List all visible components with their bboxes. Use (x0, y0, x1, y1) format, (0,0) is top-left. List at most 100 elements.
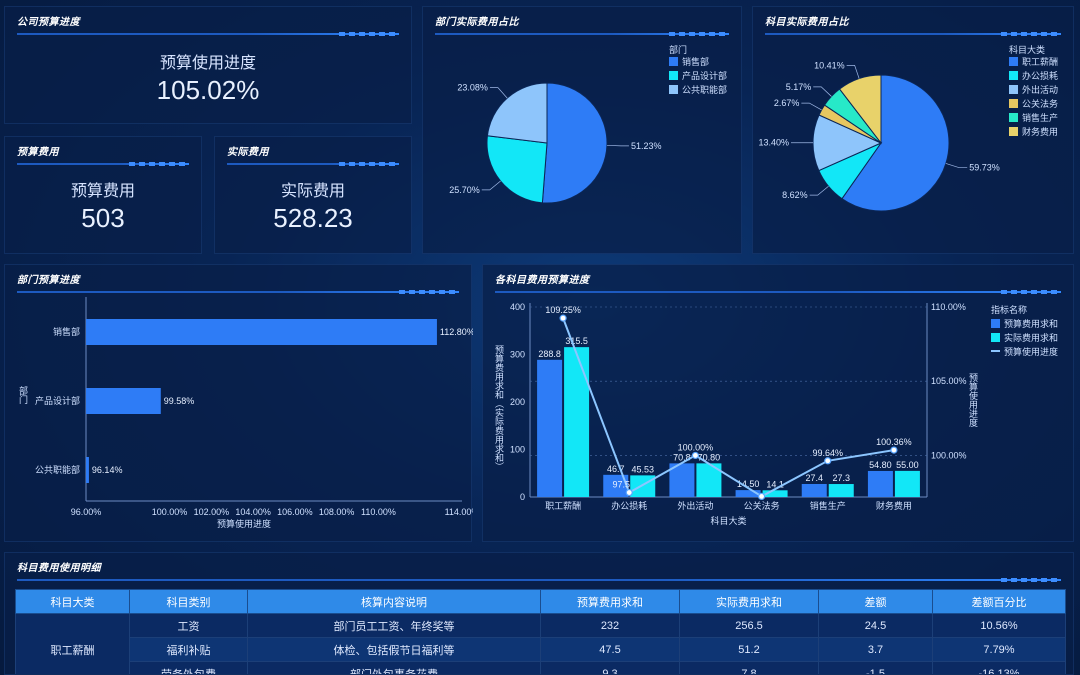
x-axis-title: 科目大类 (710, 515, 746, 526)
pie-data-label: 5.17% (786, 82, 812, 92)
legend-title: 科目大类 (1009, 44, 1045, 55)
progress-point (691, 451, 700, 460)
y2-axis-title: 预算使用进度 (968, 373, 978, 428)
table-header[interactable]: 预算费用求和 (540, 589, 680, 614)
y-tick-label: 产品设计部 (35, 395, 80, 406)
table-row[interactable]: 福利补贴 体检、包括假节日福利等 47.5 51.2 3.7 7.79% (16, 637, 1066, 662)
y2-tick-label: 110.00% (931, 302, 966, 312)
bar-actual (762, 490, 788, 497)
panel-divider (17, 578, 1061, 582)
progress-point (890, 446, 898, 454)
pie-data-label: 2.67% (774, 98, 800, 108)
line-data-label: 109.25% (545, 305, 581, 315)
detail-table-wrap: 科目大类 科目类别 核算内容说明 预算费用求和 实际费用求和 差额 差额百分比 … (15, 589, 1066, 674)
table-header[interactable]: 实际费用求和 (679, 589, 819, 614)
bar-actual (894, 470, 920, 497)
table-cell: 51.2 (679, 637, 819, 662)
bar-data-label: 55.00 (896, 460, 919, 470)
progress-point (559, 314, 567, 322)
y-axis-title: 部门 (18, 385, 28, 405)
table-header[interactable]: 科目大类 (15, 589, 130, 614)
table-cell: 工资 (129, 613, 248, 638)
bar-data-label: 288.8 (538, 349, 561, 359)
legend-label: 公共职能部 (682, 84, 727, 95)
progress-line (562, 317, 895, 498)
x-tick-label: 100.00% (152, 507, 188, 517)
table-cell: 福利补贴 (129, 637, 248, 662)
bar-data-label: 99.58% (164, 396, 195, 406)
pie-slice (838, 74, 882, 145)
dept-progress-panel: 部门预算进度 96.00% 100.00% 102.00% 104.00% 106.00… (4, 264, 473, 542)
pie-label-leader (481, 180, 501, 191)
bar (86, 457, 89, 483)
panel-title: 公司预算进度 (17, 17, 80, 28)
y-tick-label: 400 (510, 302, 525, 312)
bar (86, 319, 437, 345)
pie-label-leader (489, 87, 508, 99)
bar-data-label: 54.80 (869, 460, 892, 470)
subject-combo-chart: 0 100 200 300 400 100.00% 105.00% 110.00% 288.8 3… (494, 302, 1058, 526)
subject-share-panel: 科目实际费用占比 59.73% 8.62% 13.40% 2.67% 5.17% 10.4… (752, 6, 1074, 254)
y-tick-label: 0 (520, 492, 525, 502)
subject-budget-panel: 各科目费用预算进度 0 100 200 300 400 100.00% 105.00% 110… (482, 264, 1074, 542)
x-tick-label: 办公损耗 (611, 500, 647, 511)
bar-data-label: 70.80 (698, 452, 721, 462)
table-header[interactable]: 差额百分比 (932, 589, 1066, 614)
legend-swatch (1009, 99, 1018, 108)
table-cell: 3.7 (818, 637, 933, 662)
table-row[interactable]: 职工薪酬 工资 部门员工工资、年终奖等 232 256.5 24.5 10.56… (15, 613, 1066, 674)
table-header[interactable]: 核算内容说明 (247, 589, 541, 614)
progress-point (824, 457, 832, 465)
dept-bar-chart: 96.00% 100.00% 102.00% 104.00% 106.00% 108.00… (18, 297, 473, 529)
table-cell: 47.5 (540, 637, 680, 662)
pie-slice (541, 82, 608, 204)
bar-actual (828, 484, 854, 497)
legend-swatch (991, 319, 1000, 328)
pie-label-leader (801, 102, 822, 111)
panel-title: 科目费用使用明细 (17, 563, 101, 574)
table-header[interactable]: 差额 (818, 589, 933, 614)
legend-swatch (1009, 57, 1018, 66)
panel-title: 实际费用 (227, 147, 269, 158)
x-tick-label: 106.00% (277, 507, 313, 517)
legend-label: 外出活动 (1022, 84, 1058, 95)
x-tick-label: 财务费用 (876, 500, 912, 511)
legend-label: 产品设计部 (682, 70, 727, 81)
legend-swatch (669, 71, 678, 80)
kpi-label: 预算使用进度 (159, 55, 256, 72)
line-data-label: 100.00% (678, 442, 714, 452)
pie-data-label: 23.08% (457, 83, 488, 93)
x-tick-label: 外出活动 (677, 500, 713, 511)
y-tick-label: 200 (510, 397, 525, 407)
legend-label: 办公损耗 (1022, 70, 1058, 81)
legend-label: 公关法务 (1022, 98, 1058, 109)
panel-divider (17, 32, 399, 36)
table-cell: 劳务外包费 (129, 661, 248, 674)
bar-data-label: 70.8 (673, 452, 691, 462)
table-row[interactable]: 劳务外包费 部门外包事务花费 9.3 7.8 -1.5 -16.13% (16, 661, 1066, 674)
y2-tick-label: 100.00% (931, 450, 967, 460)
panel-title: 各科目费用预算进度 (495, 275, 590, 286)
bar-budget (669, 463, 695, 497)
dept-share-panel: 部门实际费用占比 51.23% 25.70% 23.08% 部门 销售部 产品设计部 公共职… (422, 6, 742, 254)
bar-data-label: 14.1 (766, 479, 784, 489)
bar-data-label: 96.14% (92, 465, 123, 475)
y-tick-label: 100 (510, 445, 525, 455)
x-axis-title: 预算使用进度 (217, 518, 271, 529)
x-tick-label: 110.00% (361, 507, 396, 517)
pie-label-leader (846, 64, 860, 79)
budget-panel: 预算费用 预算费用 503 (4, 136, 202, 254)
pie-data-label: 10.41% (814, 60, 845, 70)
table-header[interactable]: 科目类别 (129, 589, 248, 614)
x-tick-label: 销售生产 (810, 500, 846, 511)
kpi-value: 503 (81, 203, 125, 233)
pie-slice (486, 135, 548, 204)
legend-label: 预算费用求和 (1004, 318, 1058, 329)
table-cell: 24.5 (818, 613, 933, 638)
y-tick-label: 销售部 (53, 326, 80, 337)
x-tick-label: 职工薪酬 (545, 500, 581, 511)
progress-point (757, 492, 766, 501)
bar-budget (735, 490, 761, 497)
bar-budget (537, 359, 563, 497)
